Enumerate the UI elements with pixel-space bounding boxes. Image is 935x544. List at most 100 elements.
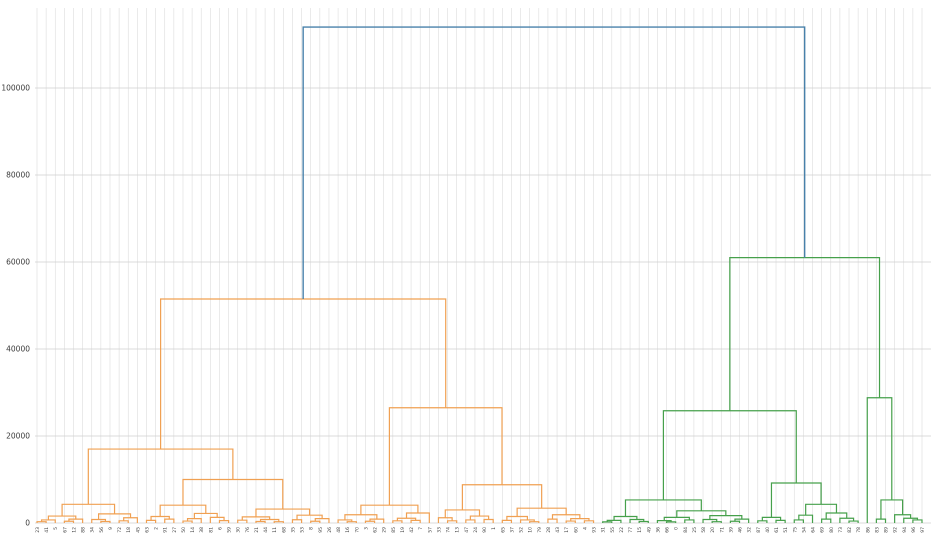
leaf-label: 67	[62, 527, 68, 533]
leaf-label: 93	[592, 527, 598, 533]
leaf-label: 76	[245, 527, 251, 533]
leaf-label: 90	[482, 527, 488, 533]
leaf-label: 57	[427, 527, 433, 533]
dendrogram-link	[160, 298, 447, 450]
leaf-label: 18	[126, 527, 132, 533]
leaf-label: 85	[391, 527, 397, 533]
leaf-label: 71	[719, 527, 725, 533]
leaf-label: 89	[884, 527, 890, 533]
leaf-label: 48	[336, 527, 342, 533]
leaf-label: 21	[254, 527, 260, 533]
leaf-label: 87	[756, 527, 762, 533]
dendrogram-links	[36, 26, 923, 523]
dendrogram-root-link	[302, 26, 806, 299]
leaf-label: 36	[655, 527, 661, 533]
leaf-label: 74	[446, 527, 452, 533]
leaf-label: 17	[564, 527, 570, 533]
leaf-label: 43	[555, 527, 561, 533]
grid-horizontal-lines	[35, 87, 931, 524]
leaf-label: 45	[135, 527, 141, 533]
leaf-label: 96	[911, 527, 917, 533]
leaf-label: 77	[628, 527, 634, 533]
dendrogram-link	[793, 519, 804, 523]
leaf-label: 81	[208, 527, 214, 533]
leaf-label: 95	[318, 527, 324, 533]
leaf-label: 25	[692, 527, 698, 533]
dendrogram-link	[164, 518, 175, 523]
leaf-label: 80	[829, 527, 835, 533]
leaf-label: 73	[838, 527, 844, 533]
dendrogram-link	[912, 519, 923, 523]
leaf-label: 16	[345, 527, 351, 533]
leaf-label: 31	[601, 527, 607, 533]
leaf-label: 4	[582, 527, 588, 530]
leaf-label: 88	[81, 527, 87, 533]
leaf-label: 64	[811, 527, 817, 533]
leaf-label: 35	[290, 527, 296, 533]
leaf-label: 60	[573, 527, 579, 533]
dendrogram-link	[875, 518, 887, 523]
leaf-label: 39	[728, 527, 734, 533]
dendrogram-link	[866, 397, 893, 523]
leaf-label: 91	[163, 527, 169, 533]
leaf-label: 62	[373, 527, 379, 533]
dendrogram-link	[903, 517, 919, 523]
leaf-label: 79	[537, 527, 543, 533]
leaf-label: 9	[108, 527, 114, 530]
leaf-label: 6	[217, 527, 223, 530]
leaf-label: 44	[263, 527, 269, 533]
leaf-label: 40	[765, 527, 771, 533]
leaf-label: 11	[272, 527, 278, 533]
dendrogram-link	[880, 499, 904, 520]
leaf-label: 54	[801, 527, 807, 533]
dendrogram-link	[894, 514, 912, 523]
dendrogram-link	[798, 514, 814, 523]
leaf-label: 53	[300, 527, 306, 533]
dendrogram-link	[483, 518, 494, 523]
leaf-label: 82	[847, 527, 853, 533]
dendrogram-link	[729, 257, 881, 411]
leaf-label: 5	[53, 527, 59, 530]
leaf-label: 8	[309, 527, 315, 530]
grid-vertical-lines	[36, 8, 923, 523]
leaf-label: 50	[181, 527, 187, 533]
y-tick-label: 20000	[6, 432, 30, 441]
leaf-label: 12	[71, 527, 77, 533]
y-tick-label: 0	[25, 519, 30, 528]
leaf-label: 68	[281, 527, 287, 533]
leaf-label: 49	[646, 527, 652, 533]
y-tick-label: 80000	[6, 171, 30, 180]
leaf-label: 47	[464, 527, 470, 533]
leaf-label: 2	[154, 527, 160, 530]
dendrogram-link	[676, 510, 727, 518]
leaf-label: 22	[619, 527, 625, 533]
leaf-label: 42	[409, 527, 415, 533]
leaf-label: 13	[455, 527, 461, 533]
dendrogram-link	[770, 482, 822, 518]
leaf-label: 58	[701, 527, 707, 533]
dendrogram-link	[684, 519, 695, 523]
dendrogram-link	[547, 518, 558, 523]
dendrogram-link	[465, 519, 476, 523]
leaf-label: 29	[382, 527, 388, 533]
leaf-label: 63	[144, 527, 150, 533]
y-tick-label: 100000	[1, 84, 30, 93]
leaf-label: 97	[920, 527, 926, 533]
leaf-label: 51	[783, 527, 789, 533]
leaf-label: 20	[710, 527, 716, 533]
leaf-label: 72	[117, 527, 123, 533]
leaf-label: 30	[236, 527, 242, 533]
leaf-label: 38	[199, 527, 205, 533]
leaf-label: 24	[473, 527, 479, 533]
leaf-label: 70	[354, 527, 360, 533]
leaf-label: 92	[893, 527, 899, 533]
dendrogram-link	[821, 518, 832, 523]
leaf-label: 23	[35, 527, 41, 533]
dendrogram-link	[662, 410, 797, 500]
leaf-label: 32	[747, 527, 753, 533]
leaf-label: 65	[500, 527, 506, 533]
y-axis-tick-labels: 0 20000 40000 60000 80000 100000	[1, 84, 30, 528]
leaf-label: 15	[637, 527, 643, 533]
